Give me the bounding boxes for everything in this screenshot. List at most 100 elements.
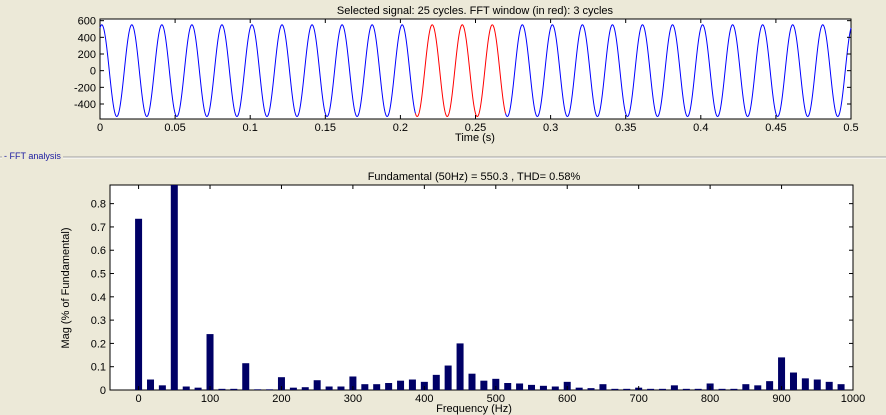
fft-bar bbox=[147, 379, 155, 390]
fft-x-tick-label: 500 bbox=[487, 393, 505, 405]
signal-waveform bbox=[99, 24, 852, 118]
fft-y-tick-label: 0.6 bbox=[91, 245, 106, 257]
fft-y-tick-label: 0.8 bbox=[91, 199, 106, 211]
signal-x-tick-label: 0.05 bbox=[164, 122, 185, 134]
fft-bar bbox=[539, 385, 547, 390]
fft-bar bbox=[670, 385, 678, 390]
fft-x-tick-label: 800 bbox=[701, 393, 719, 405]
fft-y-label: Mag (% of Fundamental) bbox=[60, 227, 72, 348]
signal-y-tick-label: 400 bbox=[78, 32, 96, 44]
fft-bar bbox=[301, 387, 309, 390]
fft-analysis-panel-label: - FFT analysis bbox=[2, 151, 63, 161]
fft-x-label: Frequency (Hz) bbox=[436, 403, 512, 415]
fft-bar bbox=[504, 383, 512, 390]
fft-bar bbox=[349, 376, 357, 390]
fft-bar bbox=[742, 384, 750, 390]
fft-x-tick-label: 1000 bbox=[841, 393, 865, 405]
fft-y-tick-label: 0 bbox=[100, 385, 106, 397]
fft-x-tick-label: 300 bbox=[344, 393, 362, 405]
fft-bar bbox=[551, 386, 559, 390]
fft-x-tick-label: 0 bbox=[136, 393, 142, 405]
fft-bar bbox=[801, 378, 809, 390]
fft-bar bbox=[825, 381, 833, 390]
fft-bar bbox=[135, 218, 143, 390]
fft-bar bbox=[813, 379, 821, 390]
fft-bar bbox=[218, 388, 226, 390]
fft-bar bbox=[277, 377, 285, 390]
fft-bar bbox=[313, 380, 321, 390]
fft-bar bbox=[337, 386, 345, 390]
fft-bar bbox=[420, 381, 428, 390]
signal-y-tick-label: 200 bbox=[78, 49, 96, 61]
fft-x-tick-label: 200 bbox=[272, 393, 290, 405]
fft-x-ticks: 0 100 200 300 400 500 600 700 800 900 1000 bbox=[136, 185, 865, 405]
fft-bar bbox=[468, 373, 476, 390]
fft-bar bbox=[647, 388, 655, 390]
signal-x-tick-label: 0.3 bbox=[543, 122, 558, 134]
signal-x-tick-label: 0.2 bbox=[393, 122, 408, 134]
fft-bar bbox=[778, 357, 786, 390]
fft-bar bbox=[837, 384, 845, 390]
fft-y-tick-label: 0.4 bbox=[91, 292, 106, 304]
fft-bars bbox=[135, 185, 845, 391]
fft-bar bbox=[456, 343, 464, 390]
fft-bar bbox=[254, 389, 262, 390]
signal-x-tick-label: 0.5 bbox=[843, 122, 858, 134]
fft-bar bbox=[754, 385, 762, 390]
signal-axes: 0 0.05 0.1 0.15 0.2 0.25 0.3 0.35 0.4 0.45 0.5 600… bbox=[74, 5, 859, 144]
signal-x-tick-label: 0.25 bbox=[465, 122, 486, 134]
fft-x-tick-label: 100 bbox=[201, 393, 219, 405]
panel-label-text: FFT analysis bbox=[9, 151, 61, 161]
fft-bar bbox=[373, 384, 381, 390]
fft-bar bbox=[325, 386, 333, 390]
signal-x-tick-label: 0.45 bbox=[765, 122, 786, 134]
fft-bar bbox=[408, 379, 416, 390]
fft-bar bbox=[730, 388, 738, 390]
fft-bar bbox=[575, 387, 583, 390]
fft-bar bbox=[266, 389, 274, 390]
signal-y-ticks: 600 400 200 0 -200 -400 bbox=[74, 16, 851, 111]
fft-y-tick-label: 0.7 bbox=[91, 222, 106, 234]
fft-bar bbox=[492, 378, 500, 390]
fft-x-tick-label: 600 bbox=[558, 393, 576, 405]
signal-y-tick-label: 600 bbox=[78, 16, 96, 28]
fft-bar bbox=[587, 388, 595, 390]
fft-y-tick-label: 0.3 bbox=[91, 315, 106, 327]
fft-bar bbox=[206, 334, 214, 390]
fft-bar bbox=[361, 384, 369, 390]
fft-bar bbox=[789, 372, 797, 390]
signal-line-before-window bbox=[99, 24, 416, 118]
signal-title: Selected signal: 25 cycles. FFT window (… bbox=[337, 5, 614, 17]
fft-bar bbox=[718, 388, 726, 390]
fft-bar bbox=[694, 388, 702, 390]
signal-x-tick-label: 0 bbox=[97, 122, 103, 134]
fft-bar bbox=[432, 374, 440, 390]
fft-y-tick-label: 0.5 bbox=[91, 269, 106, 281]
fft-bar bbox=[170, 185, 178, 390]
fft-bar bbox=[682, 388, 690, 390]
fft-bar bbox=[242, 363, 250, 390]
fft-x-tick-label: 700 bbox=[629, 393, 647, 405]
fft-bar bbox=[397, 380, 405, 390]
fft-y-tick-label: 0.2 bbox=[91, 338, 106, 350]
signal-y-tick-label: -200 bbox=[74, 82, 96, 94]
fft-title: Fundamental (50Hz) = 550.3 , THD= 0.58% bbox=[368, 171, 581, 183]
fft-x-tick-label: 400 bbox=[415, 393, 433, 405]
fft-bar bbox=[599, 384, 607, 390]
signal-x-tick-label: 0.15 bbox=[315, 122, 336, 134]
fft-bar bbox=[480, 380, 488, 390]
fft-x-tick-label: 900 bbox=[772, 393, 790, 405]
signal-x-ticks: 0 0.05 0.1 0.15 0.2 0.25 0.3 0.35 0.4 0.45 0.5 bbox=[97, 19, 859, 134]
signal-x-tick-label: 0.1 bbox=[243, 122, 258, 134]
fft-bar bbox=[385, 383, 393, 390]
signal-y-tick-label: -400 bbox=[74, 99, 96, 111]
signal-line-after-window bbox=[505, 24, 852, 118]
signal-y-tick-label: 0 bbox=[90, 66, 96, 78]
signal-x-tick-label: 0.4 bbox=[693, 122, 708, 134]
fft-bar bbox=[289, 387, 297, 390]
fft-bar bbox=[194, 387, 202, 390]
fft-bar bbox=[182, 386, 190, 390]
fft-axes: 0 100 200 300 400 500 600 700 800 900 1000 0 0.1 0.2… bbox=[60, 171, 865, 415]
signal-plot-area bbox=[99, 18, 852, 120]
